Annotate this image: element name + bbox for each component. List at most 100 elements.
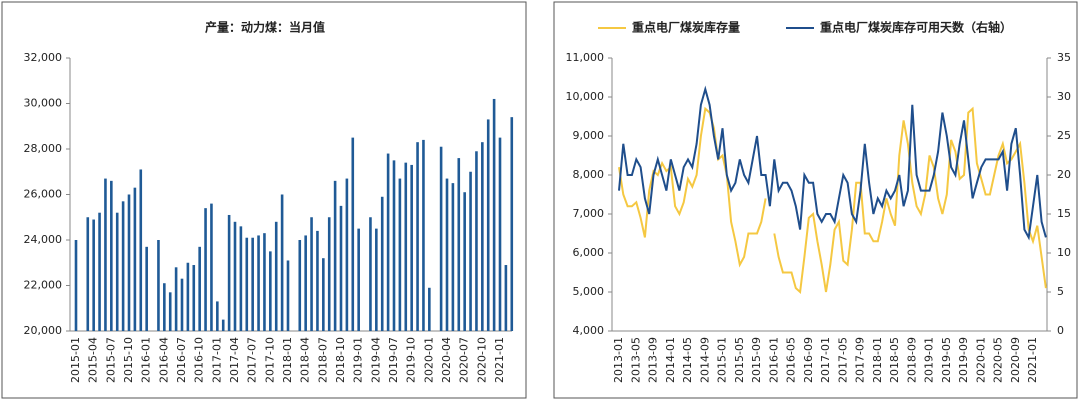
bar	[504, 265, 508, 331]
y2-tick-label: 10	[1057, 246, 1071, 259]
bar	[163, 283, 166, 331]
y-tick-label: 10,000	[566, 90, 605, 103]
panel-frame	[553, 1, 1078, 399]
bar	[333, 180, 337, 331]
x-tick-label: 2021-01	[493, 337, 506, 383]
x-tick-label: 2019-10	[405, 337, 418, 383]
bar	[233, 221, 237, 331]
bar	[510, 117, 514, 332]
y-tick-label: 6,000	[573, 246, 605, 259]
x-tick-label: 2016-10	[193, 337, 206, 383]
bar	[380, 196, 384, 331]
x-tick-label: 2017-01	[819, 337, 832, 383]
x-tick-label: 2013-01	[612, 337, 625, 383]
bar	[121, 201, 125, 331]
x-tick-label: 2015-10	[122, 337, 135, 383]
x-tick-label: 2020-05	[992, 337, 1005, 383]
y-tick-label: 11,000	[566, 51, 605, 64]
bar	[451, 183, 455, 331]
bar	[375, 228, 378, 331]
bar	[445, 178, 449, 331]
bar	[74, 240, 78, 331]
bar	[115, 212, 119, 331]
bar	[298, 240, 302, 331]
bar	[239, 226, 243, 331]
x-tick-label: 2021-01	[1026, 337, 1039, 383]
bar	[251, 237, 254, 331]
bar	[286, 260, 290, 331]
x-tick-label: 2016-04	[157, 337, 170, 383]
x-tick-label: 2015-01	[716, 337, 729, 383]
x-tick-label: 2019-07	[387, 337, 400, 383]
bar	[186, 262, 190, 331]
x-tick-label: 2013-05	[629, 337, 642, 383]
x-tick-label: 2018-09	[905, 337, 918, 383]
x-tick-label: 2018-05	[888, 337, 901, 383]
bar	[486, 119, 490, 331]
y-tick-label: 32,000	[24, 51, 63, 64]
legend-label: 重点电厂煤炭库存可用天数（右轴）	[820, 20, 1012, 35]
x-tick-label: 2015-01	[69, 337, 82, 383]
x-tick-label: 2017-04	[228, 337, 241, 383]
bar	[221, 319, 225, 331]
x-tick-label: 2019-04	[369, 337, 382, 383]
x-tick-label: 2015-05	[733, 337, 746, 383]
bar	[104, 178, 107, 331]
x-tick-label: 2018-04	[299, 337, 312, 383]
bar	[245, 237, 249, 331]
legend-label: 重点电厂煤炭库存量	[632, 20, 740, 35]
y-tick-label: 4,000	[573, 324, 605, 337]
bar	[369, 217, 372, 331]
bar	[110, 180, 113, 331]
bar	[304, 235, 307, 331]
bar	[174, 267, 178, 331]
bar	[492, 98, 496, 331]
y-tick-label: 5,000	[573, 285, 605, 298]
bar	[392, 160, 396, 331]
x-tick-label: 2017-01	[210, 337, 223, 383]
x-tick-label: 2020-07	[458, 337, 471, 383]
bar	[469, 171, 472, 331]
bar	[210, 203, 213, 331]
x-tick-label: 2020-04	[440, 337, 453, 383]
y2-tick-label: 25	[1057, 129, 1071, 142]
x-tick-label: 2016-01	[767, 337, 780, 383]
x-tick-label: 2019-01	[352, 337, 365, 383]
bar	[481, 142, 484, 331]
y2-tick-label: 15	[1057, 207, 1071, 220]
bar	[86, 217, 90, 331]
x-tick-label: 2020-01	[974, 337, 987, 383]
y-tick-label: 20,000	[24, 324, 63, 337]
bar	[498, 137, 502, 331]
bar	[322, 258, 325, 331]
y2-tick-label: 20	[1057, 168, 1071, 181]
x-tick-label: 2019-05	[940, 337, 953, 383]
x-tick-label: 2018-07	[316, 337, 329, 383]
x-tick-label: 2015-07	[104, 337, 117, 383]
y2-tick-label: 5	[1057, 285, 1064, 298]
x-tick-label: 2016-07	[175, 337, 188, 383]
x-tick-label: 2020-01	[422, 337, 435, 383]
y-tick-label: 24,000	[24, 233, 63, 246]
bar	[257, 235, 260, 331]
bar	[439, 146, 443, 331]
y-tick-label: 7,000	[573, 207, 605, 220]
x-tick-label: 2018-01	[871, 337, 884, 383]
bar	[263, 233, 266, 331]
x-tick-label: 2014-05	[681, 337, 694, 383]
bar	[416, 142, 419, 331]
y-tick-label: 22,000	[24, 279, 63, 292]
y2-tick-label: 35	[1057, 51, 1071, 64]
x-tick-label: 2019-01	[923, 337, 936, 383]
bar	[92, 219, 95, 331]
bar	[351, 137, 355, 331]
bar	[180, 278, 184, 331]
bar	[127, 194, 131, 331]
x-tick-label: 2018-01	[281, 337, 294, 383]
y-tick-label: 28,000	[24, 142, 63, 155]
bar	[310, 217, 313, 331]
bar	[145, 246, 148, 331]
bar	[357, 228, 360, 331]
